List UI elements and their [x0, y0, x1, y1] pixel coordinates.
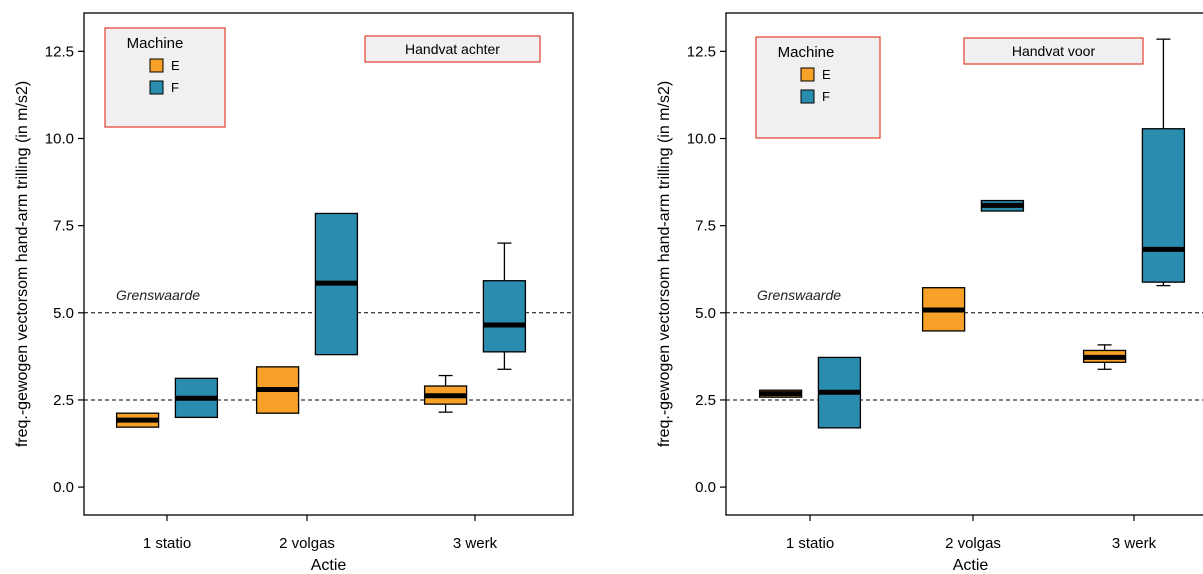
y-tick-label: 2.5	[695, 392, 716, 409]
legend-label-E: E	[171, 58, 180, 73]
x-tick-label: 3 werk	[453, 535, 498, 552]
box-E-1	[115, 412, 160, 428]
legend-title: Machine	[127, 35, 184, 52]
legend-swatch-F	[149, 80, 164, 95]
legend-swatch-F	[800, 89, 815, 104]
box-F-3	[1141, 38, 1186, 287]
chart-panel-2: 0.0 2.5 5.0 7.5 10.0 12.5 1 statio 2 volgas 3 we…	[656, 12, 1203, 574]
x-axis-title: Actie	[953, 557, 989, 574]
plot-frame	[83, 12, 574, 516]
y-tick-label: 10.0	[45, 131, 74, 148]
box-body	[1141, 128, 1186, 283]
panel-tag-box	[364, 35, 541, 63]
y-tick-label: 0.0	[53, 479, 74, 496]
box-E-2	[921, 287, 966, 332]
y-tick-label: 5.0	[695, 305, 716, 322]
box-E-3	[423, 374, 468, 413]
legend-box	[104, 27, 226, 128]
box-E-3	[1082, 344, 1127, 370]
panel-tag-box	[963, 37, 1144, 65]
panel-tag-label: Handvat achter	[405, 41, 500, 57]
box-F-2	[980, 199, 1025, 212]
legend-label-E: E	[822, 67, 831, 82]
legend-box	[755, 36, 881, 139]
y-tick-label: 7.5	[695, 218, 716, 235]
box-E-2	[255, 366, 300, 414]
box-F-1	[817, 356, 862, 429]
legend-swatch-E	[149, 58, 164, 73]
box-body	[482, 280, 527, 353]
y-tick-label: 0.0	[695, 479, 716, 496]
box-F-1	[174, 377, 219, 419]
x-tick-label: 2 volgas	[279, 535, 335, 552]
y-tick-label: 10.0	[687, 131, 716, 148]
legend-label-F: F	[822, 89, 830, 104]
reference-line-label: Grenswaarde	[757, 287, 841, 303]
legend-label-F: F	[171, 80, 179, 95]
x-tick-label: 1 statio	[786, 535, 834, 552]
box-F-3	[482, 242, 527, 370]
legend-swatch-E	[800, 67, 815, 82]
box-E-1	[758, 389, 803, 398]
y-axis-title: freq.-gewogen vectorsom hand-arm trillin…	[14, 81, 31, 447]
y-tick-label: 7.5	[53, 218, 74, 235]
box-F-2	[314, 212, 359, 356]
y-tick-label: 12.5	[45, 43, 74, 60]
x-tick-label: 3 werk	[1112, 535, 1157, 552]
y-tick-label: 12.5	[687, 43, 716, 60]
x-tick-label: 2 volgas	[945, 535, 1001, 552]
y-tick-label: 5.0	[53, 305, 74, 322]
y-tick-label: 2.5	[53, 392, 74, 409]
legend-title: Machine	[778, 44, 835, 61]
x-tick-label: 1 statio	[143, 535, 191, 552]
chart-panel-1: 0.0 2.5 5.0 7.5 10.0 12.5 1 statio 2 volgas 3 we…	[14, 12, 574, 574]
plot-frame	[725, 12, 1203, 516]
reference-line-label: Grenswaarde	[116, 287, 200, 303]
x-axis-title: Actie	[311, 557, 347, 574]
y-axis-title: freq.-gewogen vectorsom hand-arm trillin…	[656, 81, 673, 447]
panel-tag-label: Handvat voor	[1012, 43, 1096, 59]
